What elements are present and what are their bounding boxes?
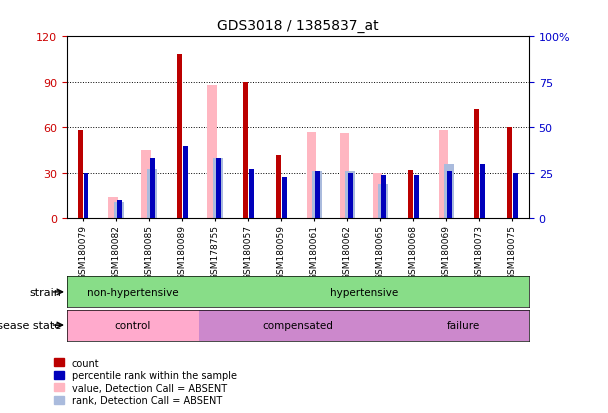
- Bar: [507, 128, 511, 219]
- Text: control: control: [115, 320, 151, 330]
- Bar: [381, 175, 385, 219]
- Bar: [438, 131, 449, 219]
- Text: hypertensive: hypertensive: [330, 287, 398, 297]
- Bar: [276, 155, 280, 219]
- Bar: [67, 277, 199, 308]
- Bar: [199, 310, 397, 341]
- Text: failure: failure: [446, 320, 480, 330]
- Bar: [78, 131, 83, 219]
- Bar: [339, 134, 350, 219]
- Bar: [114, 202, 124, 219]
- Bar: [480, 164, 485, 219]
- Bar: [409, 171, 413, 219]
- Bar: [183, 146, 187, 219]
- Bar: [199, 277, 529, 308]
- Bar: [397, 310, 529, 341]
- Bar: [378, 184, 389, 219]
- Bar: [249, 170, 254, 219]
- Text: non-hypertensive: non-hypertensive: [87, 287, 179, 297]
- Bar: [67, 310, 199, 341]
- Bar: [84, 173, 89, 219]
- Bar: [147, 170, 157, 219]
- Bar: [150, 159, 154, 219]
- Bar: [306, 133, 316, 219]
- Bar: [142, 151, 151, 219]
- Bar: [282, 177, 286, 219]
- Bar: [444, 164, 454, 219]
- Bar: [207, 85, 218, 219]
- Text: strain: strain: [29, 287, 61, 297]
- Bar: [447, 172, 452, 219]
- Bar: [243, 83, 247, 219]
- Bar: [373, 173, 382, 219]
- Bar: [513, 173, 517, 219]
- Bar: [345, 172, 355, 219]
- Bar: [216, 159, 221, 219]
- Legend: count, percentile rank within the sample, value, Detection Call = ABSENT, rank, : count, percentile rank within the sample…: [54, 357, 238, 406]
- Bar: [414, 175, 418, 219]
- Bar: [348, 173, 353, 219]
- Text: GDS3018 / 1385837_at: GDS3018 / 1385837_at: [217, 19, 379, 33]
- Bar: [117, 201, 122, 219]
- Bar: [108, 198, 119, 219]
- Text: compensated: compensated: [263, 320, 333, 330]
- Text: disease state: disease state: [0, 320, 61, 330]
- Bar: [313, 172, 322, 219]
- Bar: [178, 55, 182, 219]
- Bar: [474, 110, 478, 219]
- Bar: [315, 172, 320, 219]
- Bar: [213, 159, 223, 219]
